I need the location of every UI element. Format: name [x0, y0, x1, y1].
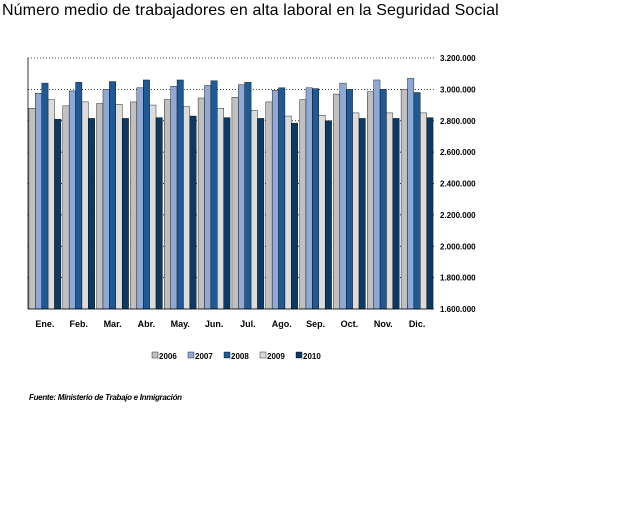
- bar-2006-5: [197, 97, 205, 310]
- bar-2009-4: [183, 106, 191, 310]
- bar-2009-5: [217, 107, 224, 310]
- bar-2007-6: [238, 84, 245, 310]
- y-tick-label: 2.000.000: [440, 242, 476, 251]
- bar-2010-9: [358, 118, 366, 310]
- bar-2006-8: [299, 99, 307, 310]
- y-tick-label: 2.800.000: [440, 117, 476, 126]
- bar-2009-3: [149, 104, 157, 310]
- legend-label-2006: 2006: [159, 352, 177, 361]
- x-tick-labels: Ene. Feb. Mar. Abr. May. Jun. Jul. Ago. Sep. Oct.…: [35, 319, 425, 329]
- x-tick-label: Sep.: [306, 319, 325, 329]
- bar-2008-11: [413, 92, 421, 310]
- legend-label-2009: 2009: [267, 352, 285, 361]
- bar-2007-4: [170, 86, 178, 310]
- bar-2010-3: [155, 117, 163, 310]
- x-tick-label: Feb.: [69, 319, 88, 329]
- bar-2006-1: [62, 105, 70, 310]
- bar-2009-6: [250, 110, 258, 310]
- bar-2008-5: [210, 80, 218, 310]
- bar-2006-9: [333, 93, 341, 310]
- bar-2008-10: [379, 89, 387, 310]
- bar-2010-4: [189, 115, 197, 310]
- x-tick-label: May.: [171, 319, 190, 329]
- y-tick-labels: 1.600.000 1.800.000 2.000.000 2.200.000 2.40…: [440, 54, 476, 314]
- bar-2008-6: [244, 82, 252, 310]
- bar-2009-10: [386, 112, 394, 310]
- bar-2006-11: [400, 89, 408, 310]
- bar-2006-3: [130, 101, 138, 310]
- bar-2007-3: [136, 87, 144, 310]
- x-tick-label: Jul.: [240, 319, 256, 329]
- y-tick-label: 2.400.000: [440, 180, 476, 189]
- legend-swatch-2009: [259, 351, 267, 359]
- bar-2007-7: [271, 89, 279, 310]
- bar-2007-1: [68, 90, 76, 310]
- bar-2009-7: [284, 115, 292, 310]
- bar-2006-7: [265, 101, 273, 310]
- y-tick-label: 1.600.000: [440, 305, 476, 314]
- y-tick-label: 3.000.000: [440, 85, 476, 94]
- bar-2008-9: [346, 89, 353, 310]
- bar-2006-10: [367, 91, 374, 310]
- bar-2009-1: [81, 101, 89, 310]
- bar-2007-10: [373, 79, 381, 310]
- bar-2006-6: [231, 97, 239, 310]
- bar-2008-4: [176, 79, 184, 310]
- bar-2010-10: [392, 118, 400, 310]
- x-tick-label: Jun.: [205, 319, 224, 329]
- x-tick-label: Dic.: [409, 319, 426, 329]
- bar-2007-5: [204, 85, 212, 310]
- x-tick-label: Ago.: [272, 319, 292, 329]
- legend-label-2008: 2008: [231, 352, 249, 361]
- bar-2010-11: [426, 117, 434, 310]
- bar-2008-3: [143, 79, 150, 310]
- bar-2010-1: [88, 118, 95, 310]
- y-tick-label: 2.600.000: [440, 148, 476, 157]
- legend-swatch-2007: [187, 351, 195, 359]
- y-tick-label: 2.200.000: [440, 211, 476, 220]
- bar-2006-4: [164, 99, 171, 310]
- bar-2008-8: [312, 88, 319, 310]
- bar-2010-7: [291, 122, 298, 310]
- bar-2009-11: [420, 112, 427, 310]
- bar-2007-8: [305, 87, 313, 310]
- bar-2009-2: [115, 104, 123, 310]
- legend: 2006 2007 2008 2009 2010: [151, 351, 321, 361]
- bar-2010-5: [223, 117, 231, 310]
- bar-2009-9: [352, 112, 360, 310]
- bar-2007-2: [102, 89, 110, 310]
- bar-2008-0: [41, 82, 49, 310]
- bars: [28, 78, 434, 310]
- legend-label-2007: 2007: [195, 352, 213, 361]
- bar-2007-0: [35, 93, 42, 310]
- legend-label-2010: 2010: [303, 352, 321, 361]
- bar-2010-6: [257, 118, 265, 310]
- bar-2009-0: [47, 99, 55, 310]
- y-tick-label: 3.200.000: [440, 54, 476, 63]
- bar-2006-2: [96, 103, 104, 310]
- bar-2010-8: [324, 120, 332, 310]
- source-note: Fuente: Ministerio de Trabajo e Inmigrac…: [29, 393, 182, 402]
- bar-2007-11: [407, 78, 415, 310]
- bar-2010-0: [54, 118, 62, 310]
- legend-swatch-2008: [223, 351, 231, 359]
- legend-swatch-2006: [151, 351, 159, 359]
- x-tick-label: Abr.: [138, 319, 156, 329]
- x-tick-label: Nov.: [374, 319, 393, 329]
- y-tick-label: 1.800.000: [440, 274, 476, 283]
- bar-2008-1: [75, 82, 83, 310]
- bar-2007-9: [339, 82, 347, 310]
- x-tick-label: Ene.: [35, 319, 54, 329]
- chart-title: Número medio de trabajadores en alta lab…: [2, 2, 499, 19]
- x-tick-label: Mar.: [104, 319, 122, 329]
- x-tick-label: Oct.: [341, 319, 359, 329]
- legend-swatch-2010: [295, 351, 303, 359]
- bar-2008-2: [109, 81, 116, 310]
- bar-2008-7: [278, 87, 286, 310]
- bar-2006-0: [28, 107, 36, 310]
- bar-2009-8: [318, 115, 326, 310]
- axes: [27, 58, 434, 310]
- bar-2010-2: [121, 118, 129, 310]
